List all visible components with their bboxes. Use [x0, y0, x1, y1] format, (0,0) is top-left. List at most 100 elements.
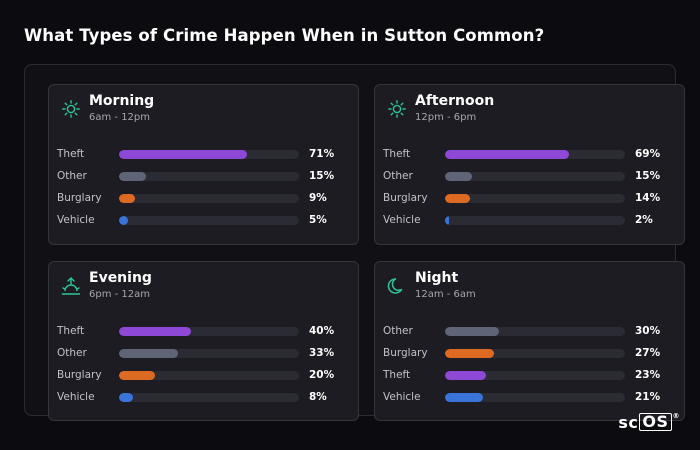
category-label: Other	[383, 325, 413, 337]
bar	[119, 393, 134, 402]
bar	[445, 172, 472, 181]
card-title: Afternoon	[415, 93, 495, 109]
sun-icon	[62, 100, 80, 118]
value-label: 21%	[635, 391, 661, 403]
category-label: Vehicle	[383, 214, 421, 226]
category-label: Other	[57, 347, 87, 359]
value-label: 69%	[635, 148, 661, 160]
sunset-icon	[61, 277, 81, 295]
bar-track	[445, 393, 625, 402]
brand-reg: ®	[672, 412, 680, 420]
category-label: Vehicle	[383, 391, 421, 403]
value-label: 40%	[309, 325, 335, 337]
card-title: Evening	[89, 270, 152, 286]
bar-track	[445, 327, 625, 336]
bar-row: Other 33%	[57, 346, 347, 368]
bar	[119, 371, 155, 380]
card-night: Night 12am - 6am Other 30% Burglary 27% Thef…	[374, 261, 685, 421]
category-label: Theft	[57, 325, 85, 337]
bar-rows: Theft 71% Other 15% Burglary 9% Vehicle 5%	[57, 147, 347, 235]
value-label: 20%	[309, 369, 335, 381]
bar-row: Burglary 20%	[57, 368, 347, 390]
bar-track	[119, 216, 299, 225]
bar-row: Theft 69%	[383, 147, 673, 169]
bar-track	[445, 172, 625, 181]
bar-track	[119, 194, 299, 203]
category-label: Vehicle	[57, 391, 95, 403]
value-label: 27%	[635, 347, 661, 359]
bar	[119, 349, 179, 358]
bar-row: Other 15%	[57, 169, 347, 191]
bar-track	[119, 150, 299, 159]
card-subtitle: 12pm - 6pm	[415, 112, 477, 123]
bar-rows: Other 30% Burglary 27% Theft 23% Vehicle 21%	[383, 324, 673, 412]
value-label: 23%	[635, 369, 661, 381]
card-evening: Evening 6pm - 12am Theft 40% Other 33% Burgl…	[48, 261, 359, 421]
bar-row: Burglary 14%	[383, 191, 673, 213]
category-label: Other	[57, 170, 87, 182]
bar	[445, 216, 449, 225]
bar	[445, 150, 570, 159]
bar-track	[445, 216, 625, 225]
bar	[119, 327, 191, 336]
value-label: 8%	[309, 391, 327, 403]
bar-track	[119, 371, 299, 380]
bar-track	[119, 393, 299, 402]
value-label: 30%	[635, 325, 661, 337]
bar	[445, 194, 471, 203]
bar-row: Burglary 9%	[57, 191, 347, 213]
bar	[119, 216, 128, 225]
bar-row: Vehicle 5%	[57, 213, 347, 235]
value-label: 5%	[309, 214, 327, 226]
bar-rows: Theft 69% Other 15% Burglary 14% Vehicle 2%	[383, 147, 673, 235]
category-label: Theft	[383, 148, 411, 160]
bar-track	[445, 349, 625, 358]
bar-row: Vehicle 21%	[383, 390, 673, 412]
category-label: Burglary	[383, 347, 428, 359]
value-label: 33%	[309, 347, 335, 359]
brand-os: OS	[639, 413, 672, 431]
bar-track	[119, 349, 299, 358]
bar-track	[119, 172, 299, 181]
bar-row: Theft 23%	[383, 368, 673, 390]
moon-icon	[387, 278, 403, 294]
card-title: Night	[415, 270, 459, 286]
bar-rows: Theft 40% Other 33% Burglary 20% Vehicle 8%	[57, 324, 347, 412]
bar-track	[445, 194, 625, 203]
value-label: 9%	[309, 192, 327, 204]
value-label: 14%	[635, 192, 661, 204]
bar	[445, 371, 487, 380]
value-label: 2%	[635, 214, 653, 226]
brand-logo: sc OS ®	[618, 412, 680, 432]
sun-icon	[388, 100, 406, 118]
bar	[119, 150, 247, 159]
bar-track	[445, 371, 625, 380]
card-subtitle: 6am - 12pm	[89, 112, 151, 123]
category-label: Vehicle	[57, 214, 95, 226]
card-afternoon: Afternoon 12pm - 6pm Theft 69% Other 15% Bur…	[374, 84, 685, 245]
bar-row: Theft 40%	[57, 324, 347, 346]
value-label: 15%	[309, 170, 335, 182]
bar-track	[119, 327, 299, 336]
category-label: Theft	[383, 369, 411, 381]
bar	[445, 327, 499, 336]
bar	[445, 393, 483, 402]
bar-row: Burglary 27%	[383, 346, 673, 368]
card-title: Morning	[89, 93, 155, 109]
page-title: What Types of Crime Happen When in Sutto…	[24, 26, 545, 45]
bar-row: Other 15%	[383, 169, 673, 191]
category-label: Burglary	[383, 192, 428, 204]
bar-row: Vehicle 8%	[57, 390, 347, 412]
card-subtitle: 6pm - 12am	[89, 289, 151, 300]
bar	[119, 194, 136, 203]
bar-row: Vehicle 2%	[383, 213, 673, 235]
category-label: Other	[383, 170, 413, 182]
bar-row: Theft 71%	[57, 147, 347, 169]
category-label: Burglary	[57, 369, 102, 381]
brand-sc: sc	[618, 413, 639, 432]
category-label: Theft	[57, 148, 85, 160]
bar-track	[445, 150, 625, 159]
card-subtitle: 12am - 6am	[415, 289, 476, 300]
bar	[119, 172, 146, 181]
card-morning: Morning 6am - 12pm Theft 71% Other 15% Burgl…	[48, 84, 359, 245]
